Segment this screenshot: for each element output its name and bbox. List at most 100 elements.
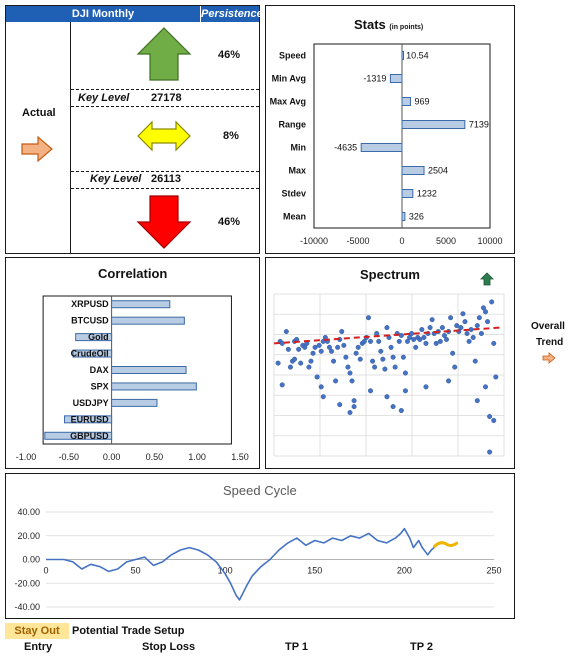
actual-arrow-icon: [21, 135, 53, 163]
spectrum-point-55: [384, 325, 390, 331]
correlation-xtick-2: 0.00: [103, 452, 121, 462]
correlation-category-btcusd: BTCUSD: [71, 316, 109, 326]
stats-panel: Stats (in points) Speed 10.54 Min Avg -1319…: [265, 5, 515, 254]
spectrum-point-113: [368, 388, 374, 394]
stats-bar-max: [401, 166, 425, 175]
spectrum-point-28: [329, 348, 335, 354]
stop-loss-label: Stop Loss: [142, 641, 196, 653]
spectrum-point-6: [287, 364, 293, 370]
spectrum-point-51: [376, 338, 382, 344]
spectrum-point-76: [427, 325, 433, 331]
speed-cycle-ytick-2: 0.00: [22, 555, 40, 565]
stats-category-stdev: Stdev: [281, 189, 306, 199]
stats-xtick-3: 5000: [436, 236, 456, 246]
spectrum-point-30: [333, 378, 339, 384]
spectrum-point-114: [390, 404, 396, 410]
stats-bar-range: [401, 120, 466, 129]
correlation-panel: Correlation XRPUSD BTCUSD Gold CrudeOil DAX S…: [5, 257, 260, 469]
stats-subtitle: (in points): [389, 24, 424, 31]
correlation-category-dax: DAX: [90, 365, 109, 375]
stats-bar-min-avg: [389, 74, 403, 83]
spectrum-point-123: [384, 394, 390, 400]
spectrum-point-68: [411, 336, 417, 342]
stats-value-range: 7139: [469, 120, 489, 130]
correlation-xtick-4: 1.00: [188, 452, 206, 462]
spectrum-point-12: [298, 360, 304, 366]
up-arrow-icon: [136, 27, 192, 81]
correlation-xtick-5: 1.50: [231, 452, 249, 462]
spectrum-chart: [273, 293, 505, 457]
stats-category-min-avg: Min Avg: [272, 74, 306, 84]
spectrum-point-99: [474, 323, 480, 329]
stats-category-mean: Mean: [283, 212, 306, 222]
overall-trend-label-line2: Trend: [536, 337, 564, 348]
stats-category-max: Max: [288, 166, 306, 176]
spectrum-point-40: [353, 350, 359, 356]
tp2-label: TP 2: [410, 641, 434, 653]
correlation-category-usdjpy: USDJPY: [73, 398, 109, 408]
stats-category-speed: Speed: [279, 51, 306, 61]
stats-xtick-4: 10000: [477, 236, 502, 246]
overall-trend-label-line1: Overall: [531, 321, 565, 332]
correlation-bar-crudeoil: [72, 349, 113, 358]
key-level-lower-line-bottom: [71, 188, 259, 189]
spectrum-point-29: [331, 358, 337, 364]
spectrum-point-19: [312, 344, 318, 350]
spectrum-point-74: [423, 340, 429, 346]
potential-setup-label: Potential Trade Setup: [72, 625, 185, 637]
spectrum-point-3: [279, 382, 285, 388]
correlation-plot-area: [42, 295, 232, 445]
spectrum-point-86: [448, 315, 454, 321]
speed-cycle-ytick-0: 40.00: [17, 507, 40, 517]
entry-label: Entry: [24, 641, 53, 653]
spectrum-point-112: [351, 398, 357, 404]
spectrum-point-93: [462, 319, 468, 325]
spectrum-point-83: [441, 332, 447, 338]
stats-bar-stdev: [401, 189, 414, 198]
spectrum-point-33: [339, 329, 345, 335]
key-level-upper-line-bottom: [71, 106, 259, 107]
key-level-lower-line-top: [71, 171, 259, 172]
speed-cycle-chart: 40.00 20.00 0.00 -20.00 -40.00 0 50 100 150 200 25…: [14, 507, 501, 612]
spectrum-point-35: [343, 354, 349, 360]
speed-cycle-end-marker: [433, 541, 459, 548]
spectrum-point-116: [423, 384, 429, 390]
correlation-bar-eurusd: [64, 415, 113, 424]
speed-cycle-line: [46, 527, 438, 601]
stay-out-badge: Stay Out: [5, 623, 69, 639]
spectrum-point-87: [450, 350, 456, 356]
speed-cycle-xtick-2: 100: [218, 566, 233, 576]
speed-cycle-xtick-1: 50: [131, 566, 141, 576]
spectrum-point-94: [464, 331, 470, 337]
spectrum-point-59: [392, 364, 398, 370]
stats-category-min: Min: [291, 143, 307, 153]
spectrum-point-44: [361, 338, 367, 344]
stats-value-speed: 10.54: [406, 51, 429, 61]
stats-value-max-avg: 969: [415, 97, 430, 107]
spectrum-point-27: [326, 344, 332, 350]
spectrum-point-31: [335, 344, 341, 350]
spectrum-point-65: [404, 338, 410, 344]
spectrum-panel: Spectrum: [265, 257, 515, 469]
spectrum-point-48: [370, 358, 376, 364]
key-level-lower-label: Key Level: [90, 173, 142, 185]
spectrum-point-66: [407, 334, 413, 340]
spectrum-point-95: [466, 338, 472, 344]
spectrum-point-11: [296, 346, 302, 352]
neutral-percentage: 8%: [223, 130, 239, 142]
stats-value-min-avg: -1319: [363, 74, 386, 84]
stats-value-stdev: 1232: [417, 189, 437, 199]
speed-cycle-title: Speed Cycle: [223, 483, 297, 498]
signal-title: DJI Monthly: [6, 6, 200, 22]
spectrum-point-63: [400, 354, 406, 360]
spectrum-point-36: [345, 364, 351, 370]
speed-cycle-ytick-4: -40.00: [14, 602, 40, 612]
spectrum-point-57: [388, 344, 394, 350]
correlation-category-gold: Gold: [88, 332, 109, 342]
neutral-arrow-icon: [137, 120, 191, 152]
spectrum-point-98: [472, 358, 478, 364]
stats-bar-mean: [401, 212, 406, 221]
stats-xtick-1: -5000: [346, 236, 369, 246]
correlation-bar-spx: [111, 382, 197, 391]
spectrum-point-104: [485, 319, 491, 325]
